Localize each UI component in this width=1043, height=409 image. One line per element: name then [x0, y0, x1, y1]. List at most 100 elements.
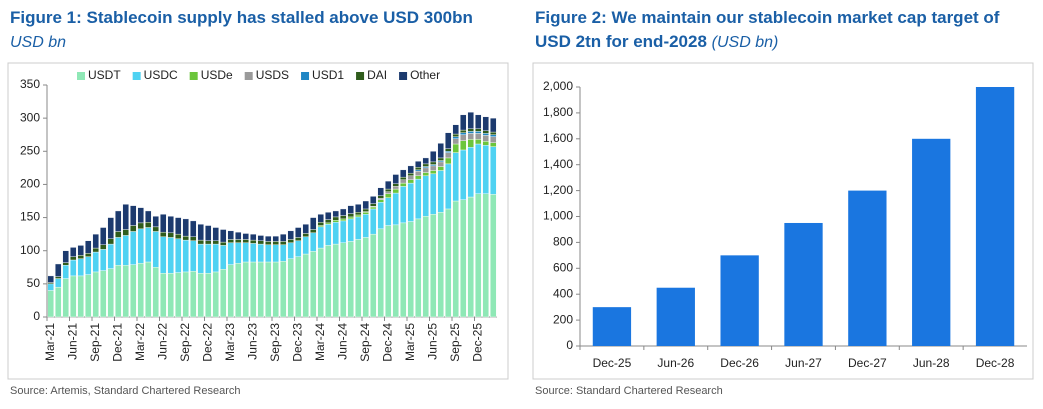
- bar: [848, 190, 887, 346]
- bar-segment: [287, 242, 294, 259]
- bar-segment: [452, 124, 459, 135]
- bar-segment: [310, 229, 317, 234]
- y-tick-label: 0: [33, 309, 40, 323]
- bar-segment: [280, 261, 287, 318]
- y-tick-label: 600: [553, 260, 573, 274]
- bar-segment: [445, 132, 452, 149]
- legend-swatch: [244, 72, 253, 80]
- bar-segment: [437, 166, 444, 171]
- chart-subtitle: (USD bn): [711, 34, 779, 51]
- bar-segment: [242, 261, 249, 318]
- legend-label: USDe: [201, 68, 233, 82]
- y-tick-label: 100: [20, 243, 40, 257]
- x-tick-label: Sep-24: [358, 323, 372, 362]
- bar-segment: [250, 243, 257, 263]
- x-tick-label: Jun-27: [785, 356, 822, 370]
- bar-segment: [137, 263, 144, 318]
- bar-segment: [287, 239, 294, 243]
- bar-segment: [482, 130, 489, 134]
- bar-segment: [355, 212, 362, 216]
- bar-segment: [392, 224, 399, 318]
- bar-segment: [175, 217, 182, 235]
- bar-segment: [122, 265, 129, 318]
- bar-segment: [85, 253, 92, 257]
- x-tick-label: Dec-25: [470, 323, 484, 362]
- x-tick-label: Mar-24: [313, 323, 327, 361]
- bar-segment: [160, 236, 167, 274]
- bar-segment: [145, 261, 152, 318]
- bar-segment: [287, 258, 294, 318]
- x-tick-label: Dec-26: [720, 356, 759, 370]
- bar-segment: [437, 170, 444, 213]
- bar-segment: [62, 250, 69, 263]
- bar-segment: [355, 204, 362, 213]
- bar-segment: [47, 275, 54, 283]
- bar-segment: [295, 256, 302, 318]
- bar-segment: [415, 161, 422, 168]
- bar-segment: [70, 259, 77, 277]
- bar-segment: [325, 219, 332, 224]
- bar-segment: [62, 278, 69, 318]
- bar-segment: [475, 193, 482, 318]
- bar-segment: [55, 276, 62, 279]
- bar-segment: [355, 216, 362, 240]
- bar-segment: [340, 218, 347, 222]
- bar-segment: [422, 163, 429, 167]
- bar-segment: [362, 212, 369, 215]
- y-tick-label: 250: [20, 143, 40, 157]
- bar-segment: [167, 237, 174, 274]
- x-tick-label: Dec-21: [110, 323, 124, 362]
- bar-segment: [370, 233, 377, 318]
- bar-segment: [475, 139, 482, 145]
- bar-segment: [77, 255, 84, 259]
- bar-segment: [467, 133, 474, 140]
- y-tick-label: 200: [553, 312, 573, 326]
- bar-segment: [490, 134, 497, 137]
- bar-segment: [310, 251, 317, 318]
- x-tick-label: Sep-23: [268, 323, 282, 362]
- bar-segment: [415, 178, 422, 220]
- bar-segment: [272, 261, 279, 318]
- bar-segment: [92, 233, 99, 249]
- bar: [720, 255, 759, 346]
- legend-swatch: [301, 72, 310, 80]
- bar-segment: [272, 241, 279, 245]
- bar-segment: [167, 216, 174, 234]
- bar-segment: [310, 232, 317, 252]
- bar-segment: [302, 223, 309, 234]
- bar-segment: [115, 237, 122, 266]
- bar-segment: [145, 222, 152, 228]
- chart-title: Figure 2: We maintain our stablecoin mar…: [535, 6, 1040, 55]
- bar-segment: [257, 243, 264, 263]
- bar-segment: [452, 143, 459, 153]
- bar-segment: [325, 212, 332, 220]
- bar-segment: [332, 210, 339, 218]
- bar-segment: [430, 161, 437, 165]
- bar-segment: [422, 216, 429, 318]
- y-tick-label: 150: [20, 210, 40, 224]
- bar-segment: [100, 249, 107, 271]
- bar-segment: [332, 243, 339, 318]
- bar-segment: [400, 176, 407, 180]
- bar-segment: [302, 253, 309, 318]
- bar-segment: [130, 225, 137, 232]
- bar-segment: [145, 227, 152, 263]
- bar-segment: [482, 145, 489, 194]
- bar-segment: [407, 165, 414, 174]
- bar-segment: [205, 243, 212, 274]
- bar-segment: [332, 220, 339, 223]
- bar-segment: [340, 208, 347, 216]
- bar-segment: [77, 275, 84, 318]
- bar-segment: [490, 194, 497, 318]
- bar-segment: [190, 271, 197, 318]
- bar-segment: [385, 225, 392, 318]
- bar-segment: [70, 275, 77, 318]
- bar-segment: [445, 163, 452, 210]
- x-tick-label: Mar-23: [223, 323, 237, 361]
- bar-segment: [212, 243, 219, 273]
- bar-segment: [422, 157, 429, 165]
- bar-segment: [482, 133, 489, 136]
- bar-segment: [212, 227, 219, 241]
- bar-segment: [182, 218, 189, 237]
- bar-segment: [370, 196, 377, 204]
